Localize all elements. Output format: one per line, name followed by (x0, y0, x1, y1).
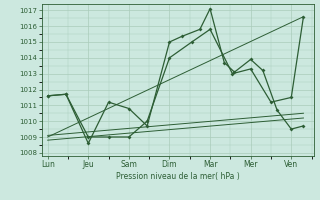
X-axis label: Pression niveau de la mer( hPa ): Pression niveau de la mer( hPa ) (116, 172, 239, 181)
